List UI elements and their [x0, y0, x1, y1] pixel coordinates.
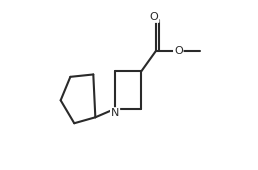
- Text: O: O: [150, 12, 158, 22]
- Text: N: N: [111, 108, 119, 118]
- Text: O: O: [174, 46, 183, 56]
